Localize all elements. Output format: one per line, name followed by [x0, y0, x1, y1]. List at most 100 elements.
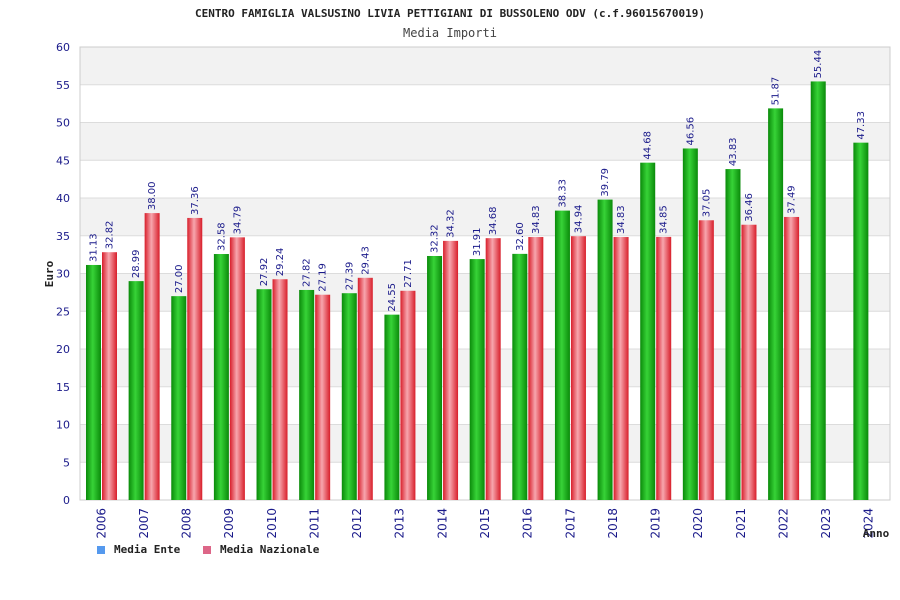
grid-band — [80, 47, 890, 85]
legend-label-media-ente: Media Ente — [114, 543, 181, 556]
data-label-media-ente-2020: 46.56 — [685, 117, 696, 146]
bar-media-ente-2017 — [554, 210, 570, 500]
bar-media-ente-2014 — [427, 255, 443, 500]
bar-media-ente-2019 — [640, 162, 656, 500]
data-label-media-nazionale-2012: 29.43 — [360, 246, 371, 275]
data-label-media-ente-2011: 27.82 — [302, 258, 313, 287]
bar-media-nazionale-2022 — [784, 216, 800, 500]
data-label-media-nazionale-2014: 34.32 — [446, 209, 457, 238]
bar-media-nazionale-2006 — [102, 252, 117, 500]
bar-media-ente-2010 — [256, 289, 272, 500]
data-label-media-ente-2008: 27.00 — [174, 265, 185, 294]
bar-media-ente-2013 — [384, 314, 400, 500]
x-tick-label-2023: 2023 — [819, 508, 833, 539]
bar-media-ente-2018 — [597, 199, 613, 500]
bar-media-ente-2006 — [86, 264, 101, 500]
bar-media-ente-2023 — [810, 81, 826, 500]
data-label-media-nazionale-2021: 36.46 — [744, 193, 755, 222]
bar-media-nazionale-2015 — [485, 238, 501, 500]
y-tick-label: 10 — [56, 419, 70, 432]
data-label-media-ente-2014: 32.32 — [430, 224, 441, 253]
y-tick-label: 15 — [56, 381, 70, 394]
bar-media-nazionale-2016 — [528, 237, 544, 500]
data-label-media-ente-2024: 47.33 — [856, 111, 867, 140]
y-tick-label: 40 — [56, 192, 70, 205]
data-label-media-nazionale-2016: 34.83 — [531, 205, 542, 234]
x-tick-label-2015: 2015 — [478, 508, 492, 539]
x-tick-label-2012: 2012 — [350, 508, 364, 539]
y-tick-label: 0 — [63, 494, 70, 507]
plot-frame — [79, 46, 891, 501]
y-axis-ticks: 0 5 10 15 20 25 30 35 40 45 50 55 60 — [56, 41, 70, 507]
bar-media-nazionale-2009 — [229, 237, 245, 500]
bar-media-ente-2008 — [171, 296, 187, 500]
x-tick-label-2010: 2010 — [265, 508, 279, 539]
data-label-media-ente-2006: 31.13 — [89, 233, 100, 262]
bar-media-nazionale-2011 — [315, 294, 331, 500]
data-label-media-ente-2022: 51.87 — [771, 77, 782, 106]
data-label-media-ente-2016: 32.60 — [515, 222, 526, 251]
legend-swatch-media-nazionale — [203, 546, 211, 554]
bar-media-nazionale-2019 — [656, 236, 672, 500]
y-axis-title: Euro — [43, 260, 56, 287]
x-axis-title: Anno — [863, 527, 890, 540]
bar-media-nazionale-2008 — [187, 217, 203, 500]
x-tick-label-2009: 2009 — [222, 508, 236, 539]
bar-media-ente-2024 — [853, 142, 869, 500]
bar-media-ente-2009 — [213, 254, 229, 500]
data-label-media-ente-2017: 38.33 — [557, 179, 568, 208]
data-label-media-ente-2013: 24.55 — [387, 283, 398, 312]
data-label-media-ente-2010: 27.92 — [259, 258, 270, 287]
y-tick-label: 35 — [56, 230, 70, 243]
bar-media-ente-2020 — [682, 148, 698, 501]
data-label-media-ente-2009: 32.58 — [216, 222, 227, 251]
data-label-media-nazionale-2018: 34.83 — [616, 205, 627, 234]
data-label-media-ente-2007: 28.99 — [131, 249, 142, 278]
x-tick-label-2006: 2006 — [94, 508, 108, 539]
y-tick-label: 30 — [56, 268, 70, 281]
data-label-media-nazionale-2011: 27.19 — [318, 263, 329, 292]
data-label-media-nazionale-2009: 34.79 — [232, 206, 243, 235]
x-tick-label-2021: 2021 — [734, 508, 748, 539]
legend-label-media-nazionale: Media Nazionale — [220, 543, 320, 556]
bar-media-ente-2022 — [768, 108, 784, 500]
chart-subtitle: Media Importi — [403, 26, 497, 40]
legend: Media Ente Media Nazionale — [97, 543, 320, 556]
y-tick-label: 5 — [63, 456, 70, 469]
x-tick-label-2018: 2018 — [606, 508, 620, 539]
x-tick-label-2017: 2017 — [563, 508, 577, 539]
data-label-media-nazionale-2008: 37.36 — [190, 186, 201, 215]
bar-media-nazionale-2012 — [357, 277, 373, 500]
bar-media-nazionale-2010 — [272, 279, 288, 500]
y-tick-label: 25 — [56, 305, 70, 318]
data-labels: 31.13 32.82 28.99 38.00 27.00 37.36 32.58 34.79… — [89, 50, 867, 312]
x-tick-label-2024: 2024 — [862, 508, 876, 539]
data-label-media-ente-2015: 31.91 — [472, 227, 483, 256]
bar-media-ente-2011 — [299, 289, 315, 500]
bar-media-nazionale-2014 — [443, 240, 459, 500]
data-label-media-nazionale-2006: 32.82 — [105, 221, 116, 250]
data-label-media-nazionale-2020: 37.05 — [701, 189, 712, 218]
x-tick-label-2022: 2022 — [776, 508, 790, 539]
data-label-media-ente-2012: 27.39 — [344, 262, 355, 291]
y-tick-label: 20 — [56, 343, 70, 356]
data-label-media-nazionale-2007: 38.00 — [147, 181, 158, 210]
y-tick-label: 50 — [56, 117, 70, 130]
x-axis-ticks: 2006 2007 2008 2009 2010 2011 2012 2013 2014 2015… — [94, 508, 875, 539]
legend-swatch-media-ente — [97, 546, 105, 554]
y-tick-label: 60 — [56, 41, 70, 54]
data-label-media-nazionale-2010: 29.24 — [275, 248, 286, 277]
x-tick-label-2013: 2013 — [393, 508, 407, 539]
x-tick-label-2011: 2011 — [307, 508, 321, 539]
data-label-media-ente-2019: 44.68 — [643, 131, 654, 160]
x-tick-label-2016: 2016 — [521, 508, 535, 539]
grid-band — [80, 122, 890, 161]
bars — [86, 81, 869, 501]
y-tick-label: 55 — [56, 79, 70, 92]
data-label-media-nazionale-2013: 27.71 — [403, 259, 414, 288]
data-label-media-nazionale-2017: 34.94 — [573, 205, 584, 234]
x-tick-label-2008: 2008 — [180, 508, 194, 539]
bar-media-nazionale-2020 — [698, 220, 714, 500]
bar-media-nazionale-2007 — [144, 213, 160, 500]
